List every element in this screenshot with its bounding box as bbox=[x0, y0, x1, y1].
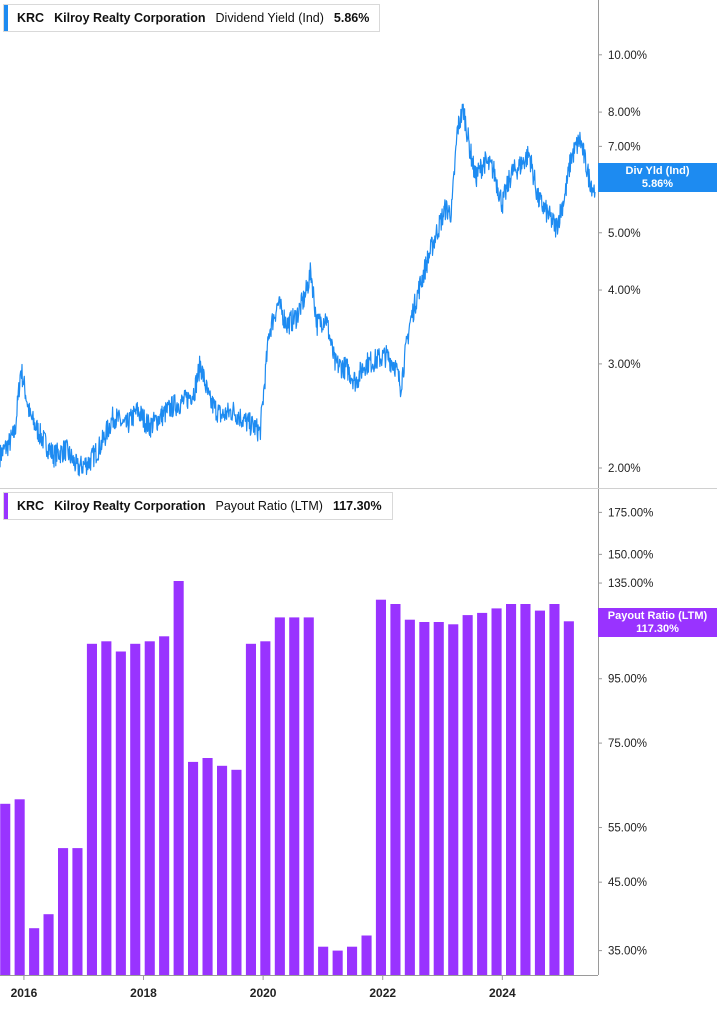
payout-bar bbox=[58, 848, 69, 975]
yield-ytick-label: 8.00% bbox=[608, 107, 641, 119]
payout-ytick-label: 150.00% bbox=[608, 549, 653, 561]
payout-bar bbox=[130, 643, 141, 975]
yield-ytick-label: 10.00% bbox=[608, 50, 647, 62]
payout-tag-label: Payout Ratio (LTM) bbox=[607, 610, 708, 622]
xtick-label: 2018 bbox=[130, 986, 157, 1000]
payout-bar bbox=[173, 581, 184, 975]
payout-bar bbox=[534, 610, 545, 975]
payout-bar bbox=[86, 643, 97, 975]
dividend-yield-panel bbox=[0, 103, 596, 477]
payout-bar bbox=[43, 914, 54, 975]
payout-bar bbox=[549, 604, 560, 975]
payout-bar bbox=[72, 848, 83, 975]
payout-tag-value: 117.30% bbox=[636, 623, 679, 635]
yield-legend-ticker: KRC bbox=[17, 11, 45, 25]
payout-bar bbox=[101, 641, 112, 975]
payout-bar bbox=[29, 928, 40, 975]
payout-ytick-label: 75.00% bbox=[608, 738, 647, 750]
payout-legend-ticker: KRC bbox=[17, 499, 45, 513]
payout-bar bbox=[274, 617, 285, 975]
payout-ytick-label: 175.00% bbox=[608, 507, 653, 519]
payout-ytick-label: 45.00% bbox=[608, 877, 647, 889]
yield-ytick-label: 5.00% bbox=[608, 228, 641, 240]
payout-bar bbox=[115, 651, 126, 975]
yield-ytick-label: 3.00% bbox=[608, 359, 641, 371]
yield-value-tag: Div Yld (Ind) 5.86% bbox=[598, 163, 717, 192]
payout-bar bbox=[14, 799, 25, 975]
payout-bar bbox=[506, 604, 517, 975]
payout-bar bbox=[318, 946, 329, 975]
yield-legend-value: 5.86% bbox=[333, 11, 370, 25]
payout-bar bbox=[260, 641, 271, 975]
payout-bar bbox=[477, 612, 488, 975]
payout-bar bbox=[448, 624, 459, 975]
payout-bar bbox=[0, 803, 11, 975]
payout-legend-company: Kilroy Realty Corporation bbox=[54, 499, 206, 513]
yield-legend-metric: Dividend Yield (Ind) bbox=[215, 11, 324, 25]
payout-value-tag: Payout Ratio (LTM) 117.30% bbox=[598, 608, 717, 637]
payout-ytick-label: 35.00% bbox=[608, 946, 647, 958]
payout-bar bbox=[375, 599, 386, 975]
payout-ratio-panel bbox=[0, 581, 574, 975]
payout-ytick-label: 135.00% bbox=[608, 578, 653, 590]
dividend-yield-series-line bbox=[0, 103, 596, 477]
xtick-label: 2022 bbox=[369, 986, 396, 1000]
payout-bar bbox=[404, 619, 415, 975]
payout-bar bbox=[303, 617, 314, 975]
payout-bar bbox=[188, 761, 199, 975]
yield-ytick-label: 4.00% bbox=[608, 285, 641, 297]
yield-tag-value: 5.86% bbox=[641, 178, 674, 190]
xtick-label: 2020 bbox=[250, 986, 277, 1000]
yield-ytick-label: 2.00% bbox=[608, 463, 641, 475]
yield-legend: KRC Kilroy Realty Corporation Dividend Y… bbox=[3, 4, 381, 32]
payout-bar bbox=[159, 636, 170, 975]
payout-bar bbox=[332, 950, 343, 975]
payout-bar bbox=[462, 615, 473, 975]
payout-bar bbox=[491, 608, 502, 975]
xtick-label: 2024 bbox=[489, 986, 516, 1000]
payout-bar bbox=[433, 622, 444, 975]
yield-ytick-label: 7.00% bbox=[608, 141, 641, 153]
payout-ytick-label: 55.00% bbox=[608, 823, 647, 835]
payout-bar bbox=[217, 765, 228, 975]
payout-bar bbox=[289, 617, 300, 975]
payout-ytick-label: 95.00% bbox=[608, 674, 647, 686]
payout-bar bbox=[231, 769, 242, 975]
yield-legend-company: Kilroy Realty Corporation bbox=[54, 11, 206, 25]
payout-bar bbox=[245, 643, 256, 975]
payout-bar bbox=[390, 604, 401, 975]
payout-bar bbox=[347, 946, 358, 975]
xtick-label: 2016 bbox=[11, 986, 38, 1000]
payout-bar bbox=[202, 758, 213, 975]
yield-legend-swatch bbox=[4, 5, 8, 31]
payout-bar bbox=[144, 641, 155, 975]
payout-bar bbox=[520, 604, 531, 975]
payout-bar bbox=[361, 935, 372, 975]
payout-legend-value: 117.30% bbox=[332, 499, 382, 513]
payout-legend: KRC Kilroy Realty Corporation Payout Rat… bbox=[3, 492, 393, 520]
payout-bar bbox=[563, 621, 574, 975]
payout-bar bbox=[419, 622, 430, 975]
payout-legend-metric: Payout Ratio (LTM) bbox=[215, 499, 323, 513]
payout-legend-swatch bbox=[4, 493, 8, 519]
yield-tag-label: Div Yld (Ind) bbox=[625, 165, 690, 177]
